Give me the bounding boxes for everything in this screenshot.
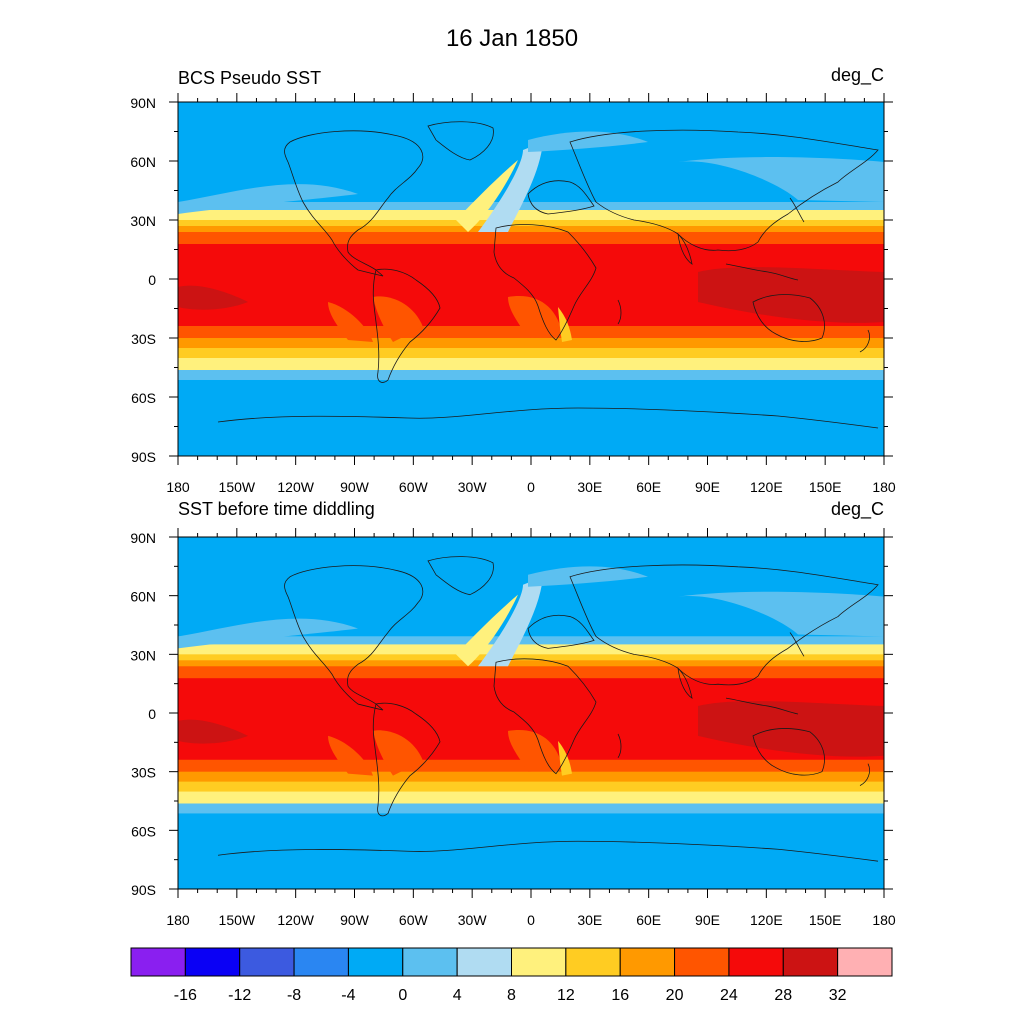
colorbar-label: 0 [398,987,407,1004]
colorbar-swatch [239,947,295,977]
panel-2-lon-label: 30E [577,912,602,928]
panel-2-lon-labels: 180 150W 120W 90W 60W 30W 0 30E 60E 90E 120E 150E 18… [166,912,896,928]
panel-1: BCS Pseudo SST deg_C 90N 60N 30N 0 30S 60S 90S… [130,65,896,495]
panel-2-lon-label: 180 [166,912,190,928]
colorbar-swatch [402,947,458,977]
figure-title: 16 Jan 1850 [446,25,578,52]
colorbar-swatch [347,947,404,977]
panel-2-lon-label: 120W [277,912,314,928]
panel-1-lon-label: 180 [872,479,896,495]
colorbar-label: 24 [720,987,738,1004]
panel-1-lon-label: 150W [219,479,256,495]
panel-1-lon-label: 30E [577,479,602,495]
colorbar-swatch [565,947,621,977]
colorbar-label: 12 [557,987,575,1004]
panel-1-lon-label: 60E [636,479,661,495]
colorbar-swatch [293,947,349,977]
panel-2-lat-label: 90S [131,882,156,898]
panel-1-lon-label: 30W [458,479,488,495]
colorbar-label: 28 [774,987,792,1004]
colorbar-swatch [782,947,839,977]
panel-1-lat-label: 30N [130,213,156,229]
colorbar-swatches [130,947,893,977]
panel-1-lon-label: 180 [166,479,190,495]
panel-1-lon-label: 60W [399,479,429,495]
colorbar-swatch [837,947,893,977]
panel-1-lon-label: 90W [340,479,370,495]
panel-1-lon-label: 120E [750,479,783,495]
panel-2-lon-label: 30W [458,912,488,928]
panel-2-lon-label: 60E [636,912,661,928]
colorbar-swatch [456,947,512,977]
panel-2-lat-label: 30N [130,647,156,663]
panel-2-lat-label: 0 [148,706,156,722]
colorbar-swatch [184,947,241,977]
panel-1-lat-label: 60S [131,390,156,406]
panel-1-lon-labels: 180 150W 120W 90W 60W 30W 0 30E 60E 90E 120E 150E 18… [166,479,896,495]
panel-1-lon-label: 0 [527,479,535,495]
panel-1-lat-label: 60N [130,154,156,170]
panel-2-lat-label: 60S [131,823,156,839]
panel-1-lon-label: 90E [695,479,720,495]
panel-2-lon-label: 90W [340,912,370,928]
panel-2-map [178,537,884,889]
panel-1-units: deg_C [831,65,884,86]
panel-1-lat-label: 0 [148,272,156,288]
panel-2-lon-label: 180 [872,912,896,928]
panel-2-lon-label: 90E [695,912,720,928]
colorbar-label: 16 [611,987,629,1004]
panel-2-title: SST before time diddling [178,499,375,519]
colorbar-swatch [130,947,186,977]
colorbar-swatch [619,947,676,977]
panel-2-lon-label: 60W [399,912,429,928]
colorbar-swatch [511,947,567,977]
panel-1-title: BCS Pseudo SST [178,68,321,88]
panel-2-lon-label: 150W [219,912,256,928]
panel-1-lon-label: 120W [277,479,314,495]
panel-2-lat-label: 30S [131,765,156,781]
panel-1-map [178,102,884,456]
panel-2-lat-label: 90N [130,530,156,546]
panel-2-ticks [169,528,893,898]
panel-2-units: deg_C [831,499,884,520]
panel-1-ticks [169,93,893,465]
colorbar-swatch [728,947,784,977]
colorbar-label: -12 [228,987,251,1004]
colorbar-label: 4 [453,987,462,1004]
colorbar: -16 -12 -8 -4 0 4 8 12 16 20 24 28 32 [130,947,893,1004]
colorbar-label: -8 [287,987,301,1004]
panel-1-lat-label: 90N [130,95,156,111]
colorbar-label: 32 [829,987,847,1004]
colorbar-labels: -16 -12 -8 -4 0 4 8 12 16 20 24 28 32 [174,987,847,1004]
colorbar-label: -16 [174,987,197,1004]
colorbar-label: -4 [341,987,355,1004]
panel-1-lon-label: 150E [809,479,842,495]
panel-1-lat-labels: 90N 60N 30N 0 30S 60S 90S [130,95,156,465]
panel-2: SST before time diddling deg_C 90N 60N 30N… [130,499,896,928]
panel-2-lat-labels: 90N 60N 30N 0 30S 60S 90S [130,530,156,898]
panel-1-lat-label: 90S [131,449,156,465]
panel-2-lon-label: 120E [750,912,783,928]
colorbar-swatch [674,947,730,977]
panel-2-lat-label: 60N [130,589,156,605]
panel-1-lat-label: 30S [131,331,156,347]
panel-2-lon-label: 150E [809,912,842,928]
colorbar-label: 20 [666,987,684,1004]
panel-2-lon-label: 0 [527,912,535,928]
colorbar-label: 8 [507,987,516,1004]
